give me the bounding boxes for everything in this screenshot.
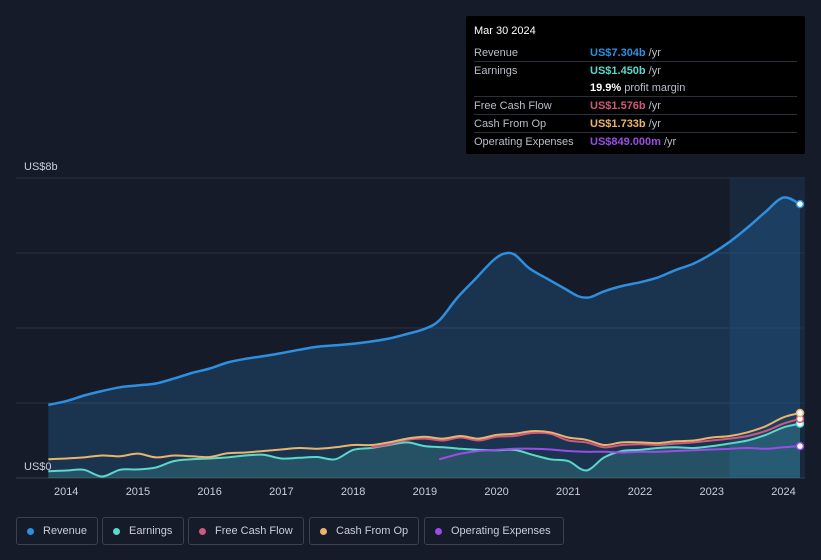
legend-revenue[interactable]: Revenue — [16, 517, 98, 545]
series-areas — [48, 197, 801, 478]
tooltip-unit: /yr — [648, 64, 661, 77]
earnings-area — [48, 423, 801, 478]
legend-free-cash-flow[interactable]: Free Cash Flow — [188, 517, 304, 545]
data-tooltip: Mar 30 2024 Revenue US$7.304b /yr Earnin… — [466, 16, 805, 154]
tooltip-row-cash-from-op: Cash From Op US$1.733b /yr — [474, 114, 797, 132]
operating-expenses-line — [438, 445, 801, 461]
tooltip-value: US$7.304b — [590, 46, 646, 59]
tooltip-row-revenue: Revenue US$7.304b /yr — [474, 44, 797, 61]
tooltip-unit: /yr — [648, 46, 661, 59]
legend-dot-icon — [320, 527, 327, 535]
grid-lines — [16, 177, 805, 479]
x-tick-label: 2019 — [413, 486, 437, 498]
tooltip-unit: profit margin — [624, 81, 686, 94]
x-tick-label: 2021 — [556, 486, 580, 498]
legend-operating-expenses[interactable]: Operating Expenses — [424, 517, 564, 545]
tooltip-unit: /yr — [648, 117, 661, 130]
tooltip-label: Operating Expenses — [474, 135, 574, 148]
x-tick-label: 2015 — [126, 486, 150, 498]
revenue-endpoint — [795, 199, 805, 209]
legend-label: Cash From Op — [336, 525, 409, 537]
legend-label: Operating Expenses — [451, 525, 551, 537]
earnings-line — [48, 422, 801, 478]
tooltip-date: Mar 30 2024 — [474, 25, 536, 37]
cash-from-op-line — [48, 412, 801, 461]
tooltip-label: Cash From Op — [474, 117, 547, 130]
tooltip-value: US$1.576b — [590, 99, 646, 112]
x-axis-tick-labels: 2014 2015 2016 2017 2018 2019 2020 2021 2022 2023… — [54, 486, 796, 498]
tooltip-unit: /yr — [648, 99, 661, 112]
operating-expenses-endpoint — [795, 441, 805, 451]
tooltip-label: Revenue — [474, 46, 519, 59]
legend-dot-icon — [113, 527, 120, 535]
y-axis-bottom-label: US$0 — [24, 461, 52, 473]
series-lines — [48, 196, 801, 478]
legend-dot-icon — [435, 527, 442, 535]
legend-label: Earnings — [129, 525, 173, 537]
free-cash-flow-line — [370, 417, 801, 449]
tooltip-row-operating-expenses: Operating Expenses US$849.000m /yr — [474, 132, 797, 150]
x-tick-label: 2014 — [54, 486, 78, 498]
tooltip-value: US$1.733b — [590, 117, 646, 130]
tooltip-value: 19.9% — [590, 81, 622, 94]
legend-label: Revenue — [43, 525, 88, 537]
x-tick-label: 2017 — [269, 486, 293, 498]
y-axis-top-label: US$8b — [24, 161, 58, 173]
tooltip-value: US$1.450b — [590, 64, 646, 77]
tooltip-value: US$849.000m — [590, 135, 661, 148]
tooltip-row-free-cash-flow: Free Cash Flow US$1.576b /yr — [474, 96, 797, 114]
tooltip-row-profit-margin: 19.9% profit margin — [474, 79, 797, 96]
legend-earnings[interactable]: Earnings — [102, 517, 184, 545]
tooltip-label: Earnings — [474, 64, 518, 77]
x-tick-label: 2018 — [341, 486, 365, 498]
tooltip-label: Free Cash Flow — [474, 99, 552, 112]
x-tick-label: 2024 — [771, 486, 795, 498]
x-tick-label: 2023 — [700, 486, 724, 498]
x-tick-label: 2022 — [628, 486, 652, 498]
forecast-highlight-band — [729, 178, 805, 478]
legend-dot-icon — [199, 527, 206, 535]
revenue-area — [48, 197, 801, 478]
tooltip-unit: /yr — [663, 135, 677, 148]
revenue-line — [48, 196, 801, 407]
x-tick-label: 2016 — [197, 486, 221, 498]
legend-dot-icon — [27, 527, 34, 535]
legend-cash-from-op[interactable]: Cash From Op — [309, 517, 419, 545]
x-tick-label: 2020 — [484, 486, 508, 498]
series-endpoints — [795, 199, 805, 451]
tooltip-row-earnings: Earnings US$1.450b /yr — [474, 61, 797, 79]
legend-label: Free Cash Flow — [215, 525, 293, 537]
cash-from-op-endpoint — [795, 408, 805, 418]
